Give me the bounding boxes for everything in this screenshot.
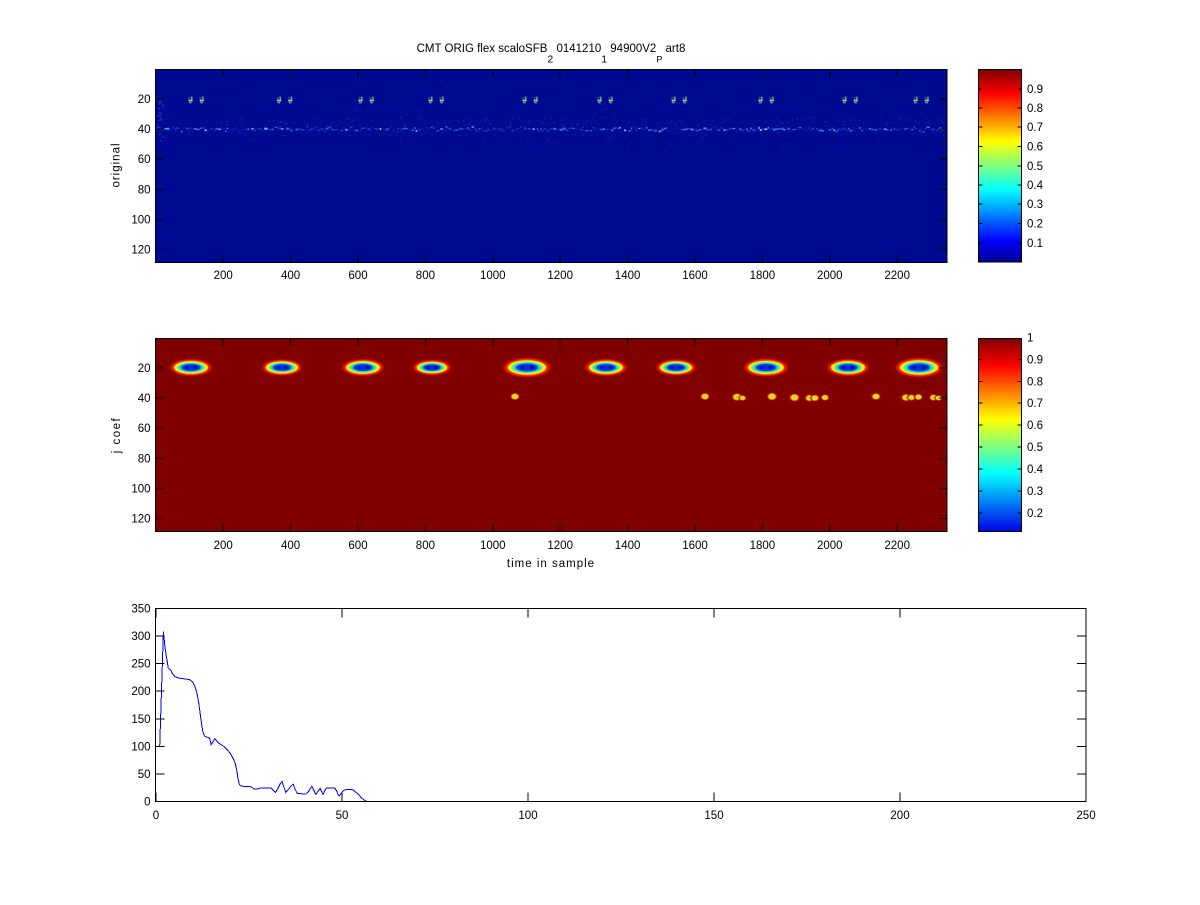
svg-text:1600: 1600 xyxy=(682,270,708,282)
svg-text:20: 20 xyxy=(138,94,151,106)
svg-text:200: 200 xyxy=(214,270,233,282)
svg-text:j coef: j coef xyxy=(111,417,123,455)
svg-text:0.3: 0.3 xyxy=(1027,199,1043,211)
svg-text:0.4: 0.4 xyxy=(1027,464,1044,476)
svg-text:0.5: 0.5 xyxy=(1027,161,1043,173)
svg-text:250: 250 xyxy=(131,659,150,671)
svg-text:150: 150 xyxy=(704,810,723,822)
svg-text:0.9: 0.9 xyxy=(1027,84,1043,96)
svg-text:20: 20 xyxy=(138,363,151,375)
svg-text:200: 200 xyxy=(214,540,233,552)
svg-text:0.5: 0.5 xyxy=(1027,442,1043,454)
svg-text:0.1: 0.1 xyxy=(1027,238,1043,250)
svg-text:0.8: 0.8 xyxy=(1027,103,1043,115)
svg-text:1400: 1400 xyxy=(615,540,641,552)
svg-text:400: 400 xyxy=(281,270,300,282)
svg-text:0.3: 0.3 xyxy=(1027,486,1043,498)
svg-text:2000: 2000 xyxy=(817,540,843,552)
svg-text:1600: 1600 xyxy=(682,540,708,552)
svg-text:40: 40 xyxy=(138,393,151,405)
svg-text:1: 1 xyxy=(1027,333,1033,345)
svg-text:120: 120 xyxy=(131,245,150,257)
svg-text:0: 0 xyxy=(153,810,159,822)
svg-text:0.4: 0.4 xyxy=(1027,180,1044,192)
svg-text:200: 200 xyxy=(131,686,150,698)
svg-text:350: 350 xyxy=(131,604,150,616)
svg-text:100: 100 xyxy=(131,741,150,753)
svg-text:0.7: 0.7 xyxy=(1027,398,1043,410)
svg-text:250: 250 xyxy=(1076,810,1095,822)
svg-text:0: 0 xyxy=(144,797,150,809)
svg-text:1800: 1800 xyxy=(750,540,776,552)
svg-text:50: 50 xyxy=(336,810,349,822)
svg-text:200: 200 xyxy=(890,810,909,822)
svg-text:400: 400 xyxy=(281,540,300,552)
svg-text:1800: 1800 xyxy=(750,270,776,282)
svg-text:100: 100 xyxy=(518,810,537,822)
svg-text:100: 100 xyxy=(131,215,150,227)
svg-text:60: 60 xyxy=(138,423,151,435)
svg-text:0.7: 0.7 xyxy=(1027,122,1043,134)
svg-text:0.2: 0.2 xyxy=(1027,219,1043,231)
svg-text:50: 50 xyxy=(138,769,151,781)
svg-text:2200: 2200 xyxy=(884,540,910,552)
svg-text:800: 800 xyxy=(416,540,435,552)
svg-text:100: 100 xyxy=(131,484,150,496)
svg-text:1200: 1200 xyxy=(547,270,573,282)
svg-text:80: 80 xyxy=(138,184,151,196)
svg-text:2200: 2200 xyxy=(884,270,910,282)
svg-text:1000: 1000 xyxy=(480,540,506,552)
svg-text:40: 40 xyxy=(138,124,151,136)
svg-text:600: 600 xyxy=(348,540,367,552)
svg-text:80: 80 xyxy=(138,453,151,465)
svg-text:0.9: 0.9 xyxy=(1027,354,1043,366)
svg-text:120: 120 xyxy=(131,514,150,526)
svg-text:2000: 2000 xyxy=(817,270,843,282)
svg-text:1400: 1400 xyxy=(615,270,641,282)
svg-text:150: 150 xyxy=(131,714,150,726)
svg-text:300: 300 xyxy=(131,631,150,643)
svg-text:1200: 1200 xyxy=(547,540,573,552)
svg-text:800: 800 xyxy=(416,270,435,282)
svg-text:0.2: 0.2 xyxy=(1027,508,1043,520)
svg-text:0.8: 0.8 xyxy=(1027,376,1043,388)
svg-text:60: 60 xyxy=(138,154,151,166)
svg-text:time in sample: time in sample xyxy=(507,558,595,570)
svg-text:0.6: 0.6 xyxy=(1027,420,1043,432)
svg-text:original: original xyxy=(111,142,123,187)
svg-text:1000: 1000 xyxy=(480,270,506,282)
svg-text:600: 600 xyxy=(348,270,367,282)
svg-text:0.6: 0.6 xyxy=(1027,142,1043,154)
